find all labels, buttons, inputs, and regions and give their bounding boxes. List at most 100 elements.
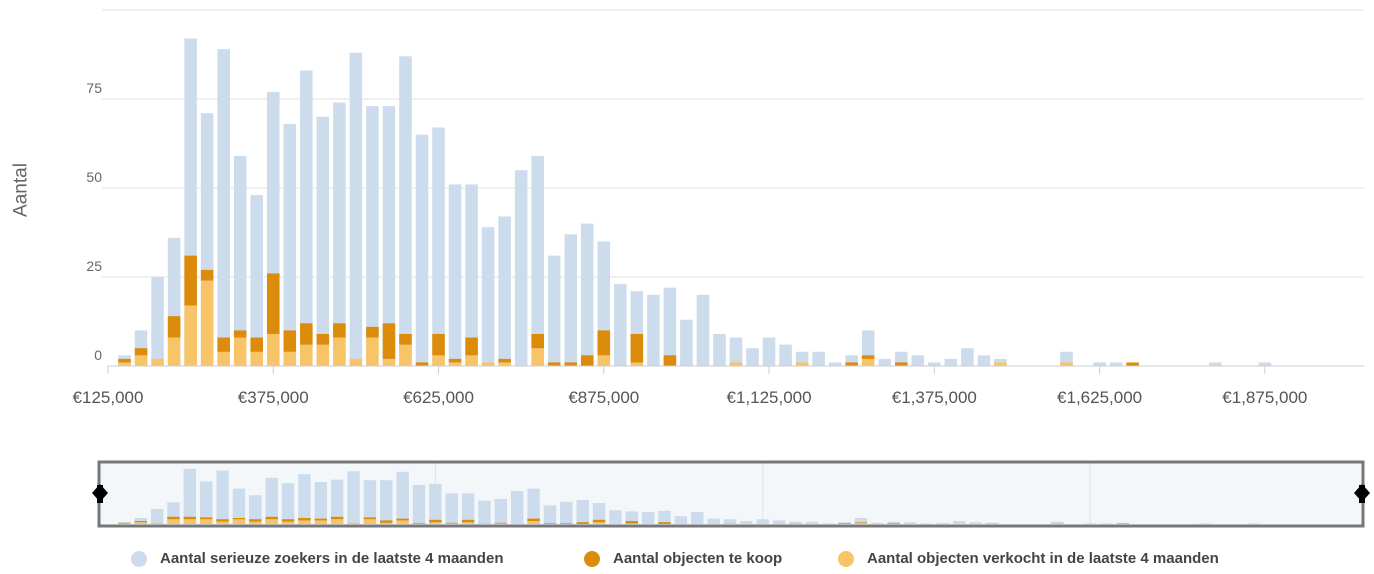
navigator-bar-sold bbox=[232, 519, 246, 524]
navigator-bar-for-sale bbox=[380, 520, 393, 523]
x-tick-label: €375,000 bbox=[238, 388, 309, 407]
navigator-bar-for-sale bbox=[249, 519, 262, 522]
x-tick-label: €1,625,000 bbox=[1057, 388, 1142, 407]
bar-searchers bbox=[283, 123, 297, 366]
navigator-bar-searchers bbox=[249, 495, 262, 524]
bar-for-sale bbox=[845, 362, 858, 366]
bar-for-sale bbox=[564, 362, 578, 366]
bar-sold bbox=[184, 305, 197, 366]
y-tick-labels: 0 25 50 75 bbox=[86, 80, 102, 363]
navigator-bar-sold bbox=[281, 521, 295, 524]
bar-searchers bbox=[647, 294, 660, 366]
bar-searchers bbox=[680, 319, 693, 366]
bar-sold bbox=[481, 362, 495, 366]
bar-searchers bbox=[300, 70, 313, 367]
navigator-bar-sold bbox=[854, 522, 868, 524]
range-navigator[interactable] bbox=[92, 460, 1370, 528]
bar-searchers bbox=[382, 106, 396, 367]
bar-sold bbox=[250, 351, 264, 366]
bar-for-sale bbox=[547, 362, 561, 366]
x-tick-marks bbox=[107, 366, 1266, 374]
navigator-bar-searchers bbox=[560, 501, 573, 524]
bar-searchers bbox=[481, 227, 495, 366]
navigator-bar-for-sale bbox=[167, 516, 180, 520]
navigator-bar-for-sale bbox=[887, 523, 900, 524]
navigator-bar-searchers bbox=[723, 519, 737, 524]
navigator-bar-for-sale bbox=[527, 518, 540, 521]
navigator-bar-searchers bbox=[478, 500, 491, 524]
bar-searchers bbox=[729, 337, 743, 366]
navigator-bar-searchers bbox=[952, 521, 966, 524]
navigator-bar-sold bbox=[445, 523, 458, 524]
bar-sold bbox=[795, 362, 809, 366]
legend-item-searchers[interactable]: Aantal serieuze zoekers in de laatste 4 … bbox=[131, 550, 503, 567]
navigator-bar-searchers bbox=[821, 523, 835, 524]
navigator-bar-for-sale bbox=[658, 522, 671, 524]
navigator-bar-searchers bbox=[658, 510, 671, 524]
navigator-bar-searchers bbox=[265, 477, 278, 524]
navigator-left-handle[interactable] bbox=[92, 484, 108, 503]
navigator-bar-sold bbox=[330, 519, 344, 524]
navigator-bar-for-sale bbox=[314, 518, 328, 521]
bar-for-sale bbox=[233, 330, 247, 338]
navigator-bar-sold bbox=[380, 522, 393, 524]
bar-searchers bbox=[812, 351, 825, 366]
navigator-bar-for-sale bbox=[560, 523, 573, 524]
bar-for-sale bbox=[894, 362, 908, 366]
navigator-bar-sold bbox=[249, 521, 262, 524]
navigator-bar-searchers bbox=[380, 480, 393, 524]
navigator-bar-sold bbox=[478, 523, 491, 524]
bar-for-sale bbox=[366, 326, 379, 338]
bar-searchers bbox=[514, 170, 528, 366]
bar-sold bbox=[333, 337, 346, 366]
navigator-bar-sold bbox=[134, 522, 147, 524]
navigator-right-handle[interactable] bbox=[1354, 484, 1370, 503]
bar-searchers bbox=[845, 355, 858, 366]
navigator-bar-searchers bbox=[543, 505, 557, 524]
navigator-bar-for-sale bbox=[298, 518, 311, 521]
bar-sold bbox=[465, 355, 478, 366]
navigator-bar-searchers bbox=[1083, 523, 1097, 524]
bar-for-sale bbox=[498, 358, 511, 363]
bar-searchers bbox=[961, 348, 974, 366]
legend-dot-sold-icon bbox=[838, 550, 854, 567]
navigator-bar-for-sale bbox=[1116, 523, 1130, 524]
legend-item-for-sale[interactable]: Aantal objecten te koop bbox=[584, 550, 782, 567]
bar-sold bbox=[1060, 362, 1073, 366]
navigator-bar-searchers bbox=[363, 480, 377, 524]
navigator-bar-searchers bbox=[625, 511, 639, 524]
bar-sold bbox=[597, 355, 611, 366]
navigator-bar-searchers bbox=[1051, 521, 1064, 524]
navigator-bar-searchers bbox=[789, 521, 802, 524]
navigator-bar-for-sale bbox=[396, 518, 409, 521]
x-tick-label: €1,875,000 bbox=[1222, 388, 1307, 407]
navigator-bar-searchers bbox=[527, 488, 540, 524]
bar-for-sale bbox=[250, 337, 264, 352]
bar-sold bbox=[151, 358, 164, 366]
navigator-bar-for-sale bbox=[576, 522, 589, 524]
legend-item-sold[interactable]: Aantal objecten verkocht in de laatste 4… bbox=[838, 550, 1219, 567]
navigator-bar-searchers bbox=[330, 479, 344, 524]
navigator-bar-searchers bbox=[510, 491, 524, 524]
bar-searchers bbox=[250, 195, 264, 366]
navigator-bar-searchers bbox=[740, 521, 753, 524]
bar-searchers bbox=[928, 362, 941, 366]
navigator-bar-searchers bbox=[854, 518, 868, 524]
navigator-bar-sold bbox=[527, 521, 540, 524]
bar-searchers bbox=[547, 255, 561, 366]
bar-for-sale bbox=[316, 333, 330, 345]
bar-sold bbox=[531, 348, 544, 366]
navigator-bar-for-sale bbox=[854, 522, 868, 523]
bar-sold bbox=[630, 362, 644, 366]
navigator-bar-for-sale bbox=[216, 519, 229, 522]
navigator-bar-searchers bbox=[674, 516, 688, 524]
navigator-bar-searchers bbox=[347, 471, 360, 524]
navigator-bar-for-sale bbox=[429, 519, 442, 523]
bar-for-sale bbox=[432, 333, 445, 356]
legend-label-sold: Aantal objecten verkocht in de laatste 4… bbox=[867, 550, 1219, 567]
navigator-bar-searchers bbox=[281, 483, 295, 524]
navigator-bar-sold bbox=[625, 523, 639, 524]
bar-sold bbox=[118, 362, 131, 366]
bar-searchers bbox=[1208, 362, 1222, 366]
navigator-bar-searchers bbox=[691, 512, 704, 524]
